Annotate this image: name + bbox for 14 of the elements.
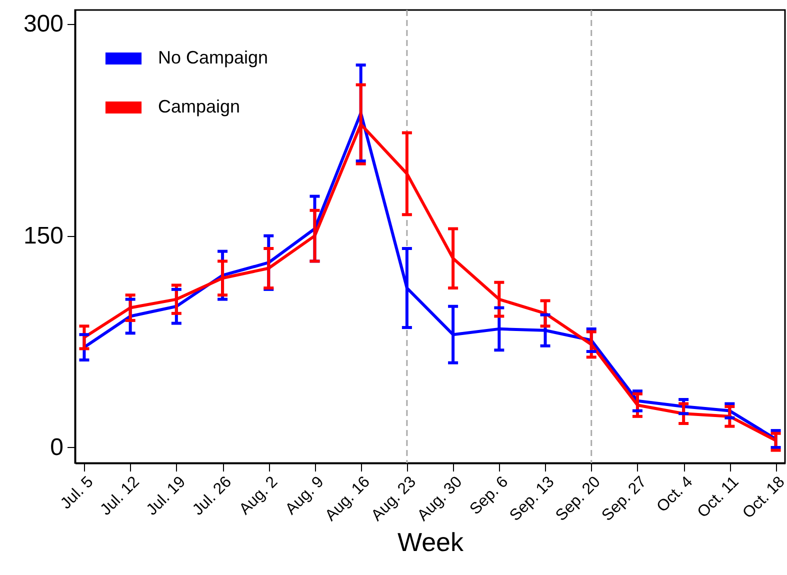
x-tick-label: Aug. 2 <box>236 473 282 518</box>
legend-label: Campaign <box>158 96 240 116</box>
y-tick-label: 0 <box>50 434 64 461</box>
x-tick-label: Oct. 11 <box>694 473 742 522</box>
y-tick-label: 150 <box>23 222 64 250</box>
x-tick-label: Jul. 26 <box>190 473 236 519</box>
x-tick-label: Jul. 5 <box>58 473 97 513</box>
x-tick-label: Jul. 12 <box>97 473 143 519</box>
legend-label: No Campaign <box>158 48 268 68</box>
x-tick-label: Oct. 4 <box>654 473 696 516</box>
x-tick-label: Jul. 19 <box>144 473 190 519</box>
x-axis-title: Week <box>398 526 464 557</box>
x-tick-label: Oct. 18 <box>740 473 787 522</box>
y-tick-label: 300 <box>23 10 64 38</box>
